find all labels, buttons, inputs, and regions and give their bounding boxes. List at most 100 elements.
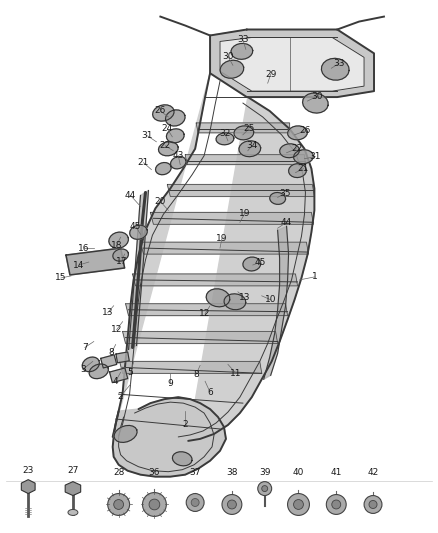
Circle shape [288, 494, 309, 515]
Polygon shape [101, 355, 117, 368]
Polygon shape [166, 129, 184, 143]
Text: 29: 29 [265, 70, 276, 79]
Polygon shape [220, 37, 364, 91]
Circle shape [293, 499, 304, 510]
Text: 40: 40 [293, 468, 304, 477]
Polygon shape [155, 163, 171, 175]
Circle shape [114, 499, 124, 510]
Polygon shape [321, 58, 349, 80]
Text: 25: 25 [243, 124, 254, 133]
Text: 36: 36 [148, 468, 160, 477]
Polygon shape [185, 155, 305, 165]
Text: 45: 45 [130, 222, 141, 231]
Circle shape [142, 492, 166, 516]
Text: 11: 11 [230, 369, 242, 378]
Circle shape [149, 499, 160, 510]
Text: 4: 4 [113, 377, 118, 386]
Polygon shape [264, 226, 289, 379]
Polygon shape [152, 105, 174, 121]
Text: 33: 33 [237, 35, 249, 44]
Polygon shape [66, 248, 124, 275]
Polygon shape [234, 126, 254, 140]
Text: 7: 7 [82, 343, 88, 352]
Polygon shape [216, 133, 234, 145]
Text: 12: 12 [199, 309, 211, 318]
Polygon shape [120, 361, 262, 373]
Polygon shape [123, 332, 278, 343]
Text: 22: 22 [160, 141, 171, 150]
Text: 21: 21 [298, 164, 309, 173]
Polygon shape [188, 97, 314, 441]
Text: 33: 33 [333, 59, 345, 68]
Text: 37: 37 [189, 468, 201, 477]
Text: 15: 15 [55, 273, 67, 282]
Circle shape [369, 500, 377, 508]
Text: 35: 35 [279, 189, 290, 198]
Text: 8: 8 [109, 348, 115, 357]
Text: 27: 27 [67, 466, 78, 475]
Text: 31: 31 [142, 131, 153, 140]
Circle shape [332, 500, 341, 509]
Text: 34: 34 [246, 141, 258, 150]
Text: 2: 2 [118, 392, 124, 401]
Polygon shape [141, 242, 308, 254]
Text: 42: 42 [367, 468, 378, 477]
Polygon shape [206, 289, 230, 307]
Polygon shape [113, 397, 226, 477]
Polygon shape [280, 144, 300, 158]
Text: 26: 26 [300, 126, 311, 135]
Text: 6: 6 [207, 387, 213, 397]
Text: 32: 32 [219, 130, 231, 139]
Text: 19: 19 [239, 209, 251, 218]
Text: 5: 5 [128, 368, 134, 377]
Polygon shape [270, 192, 286, 204]
Text: 45: 45 [255, 257, 266, 266]
Polygon shape [65, 482, 81, 496]
Text: 3: 3 [80, 365, 86, 374]
Polygon shape [116, 352, 129, 363]
Circle shape [186, 494, 204, 512]
Text: 14: 14 [73, 261, 85, 270]
Text: 24: 24 [162, 124, 173, 133]
Polygon shape [159, 142, 178, 156]
Polygon shape [220, 60, 244, 78]
Text: 10: 10 [265, 295, 276, 304]
Text: 28: 28 [113, 468, 124, 477]
Circle shape [258, 482, 272, 496]
Polygon shape [210, 29, 374, 97]
Polygon shape [303, 93, 328, 113]
Circle shape [108, 494, 130, 515]
Polygon shape [167, 184, 314, 197]
Polygon shape [130, 225, 147, 239]
Polygon shape [110, 368, 128, 383]
Polygon shape [289, 164, 307, 177]
Text: 1: 1 [311, 272, 317, 281]
Text: 8: 8 [193, 370, 199, 379]
Text: 26: 26 [155, 107, 166, 116]
Circle shape [191, 498, 199, 506]
Text: 30: 30 [311, 92, 323, 101]
Polygon shape [82, 357, 99, 372]
Polygon shape [170, 157, 186, 169]
Circle shape [222, 495, 242, 514]
Polygon shape [231, 44, 253, 59]
Polygon shape [196, 123, 290, 133]
Polygon shape [173, 452, 192, 466]
Polygon shape [113, 73, 210, 437]
Polygon shape [133, 274, 297, 286]
Text: 30: 30 [222, 52, 234, 61]
Text: 21: 21 [138, 158, 149, 167]
Text: 9: 9 [167, 379, 173, 387]
Text: 31: 31 [310, 152, 321, 161]
Polygon shape [113, 249, 128, 261]
Circle shape [262, 486, 268, 491]
Polygon shape [243, 257, 261, 271]
Text: 43: 43 [173, 151, 184, 160]
Text: 38: 38 [226, 468, 238, 477]
Polygon shape [126, 304, 288, 316]
Text: 13: 13 [102, 308, 113, 317]
Polygon shape [239, 141, 261, 157]
Polygon shape [89, 364, 108, 378]
Text: 44: 44 [125, 191, 136, 200]
Polygon shape [288, 126, 307, 140]
